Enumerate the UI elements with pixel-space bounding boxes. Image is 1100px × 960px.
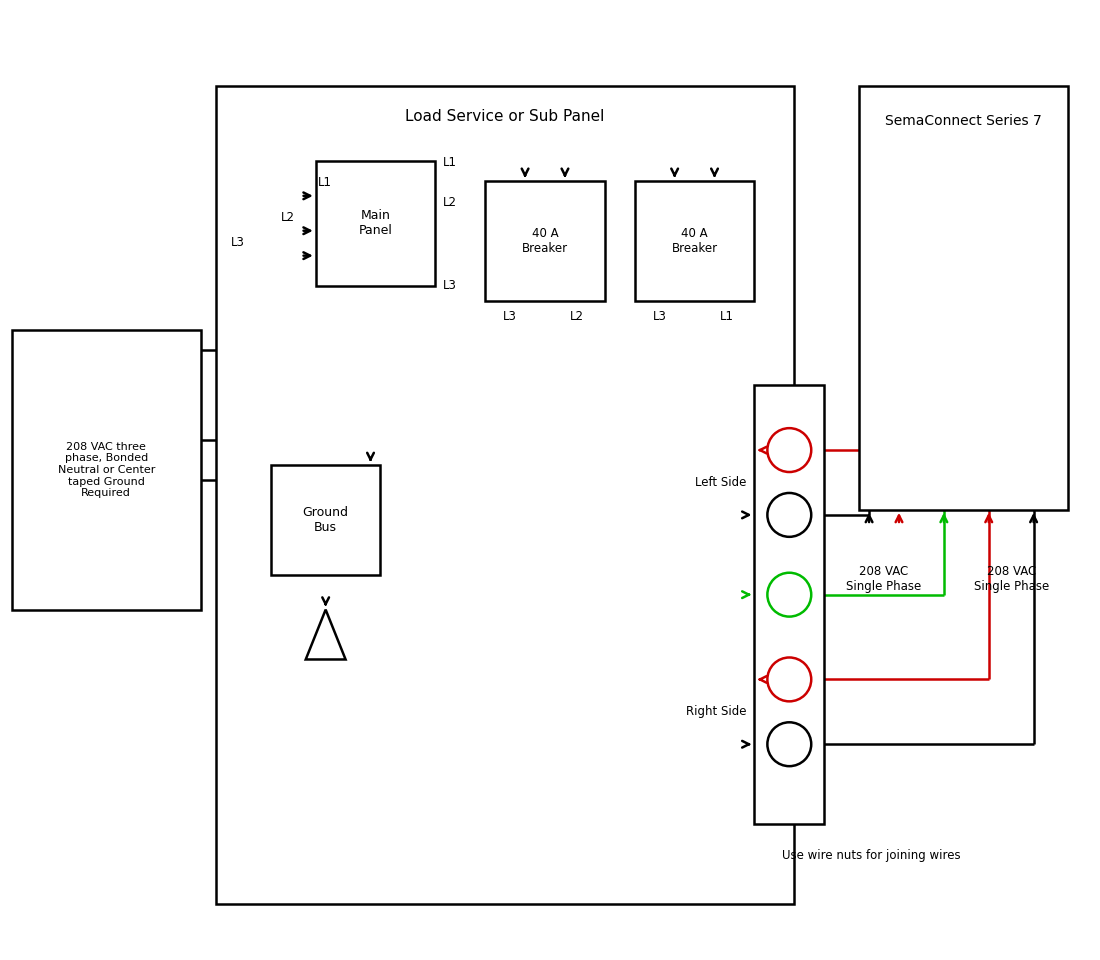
Text: Left Side: Left Side	[695, 476, 747, 489]
Text: L1: L1	[318, 176, 332, 189]
Text: 208 VAC
Single Phase: 208 VAC Single Phase	[974, 564, 1048, 592]
Text: L2: L2	[570, 310, 584, 324]
Bar	[755, 385, 824, 824]
Text: L3: L3	[503, 310, 517, 324]
Bar	[12, 330, 201, 610]
Bar	[635, 180, 755, 300]
Circle shape	[768, 573, 811, 616]
Text: 40 A
Breaker: 40 A Breaker	[522, 227, 568, 254]
Circle shape	[768, 493, 811, 537]
Circle shape	[768, 428, 811, 472]
Text: L2: L2	[443, 196, 458, 208]
Text: L2: L2	[280, 211, 295, 224]
Bar	[859, 86, 1068, 510]
Text: L1: L1	[719, 310, 734, 324]
Circle shape	[768, 658, 811, 702]
Circle shape	[768, 722, 811, 766]
Text: 208 VAC
Single Phase: 208 VAC Single Phase	[846, 564, 922, 592]
Text: L1: L1	[443, 156, 458, 169]
Text: Use wire nuts for joining wires: Use wire nuts for joining wires	[782, 849, 961, 862]
Text: Load Service or Sub Panel: Load Service or Sub Panel	[406, 108, 605, 124]
Text: L3: L3	[443, 278, 458, 292]
Text: L3: L3	[231, 235, 245, 249]
Text: Ground
Bus: Ground Bus	[302, 506, 349, 534]
Bar	[316, 161, 436, 285]
Text: SemaConnect Series 7: SemaConnect Series 7	[886, 114, 1042, 128]
Bar	[216, 86, 794, 903]
Text: 208 VAC three
phase, Bonded
Neutral or Center
taped Ground
Required: 208 VAC three phase, Bonded Neutral or C…	[57, 442, 155, 498]
Text: Main
Panel: Main Panel	[359, 209, 393, 237]
Bar	[485, 180, 605, 300]
Text: Right Side: Right Side	[686, 706, 747, 718]
Text: L3: L3	[652, 310, 667, 324]
Bar	[271, 465, 381, 575]
Text: 40 A
Breaker: 40 A Breaker	[671, 227, 717, 254]
